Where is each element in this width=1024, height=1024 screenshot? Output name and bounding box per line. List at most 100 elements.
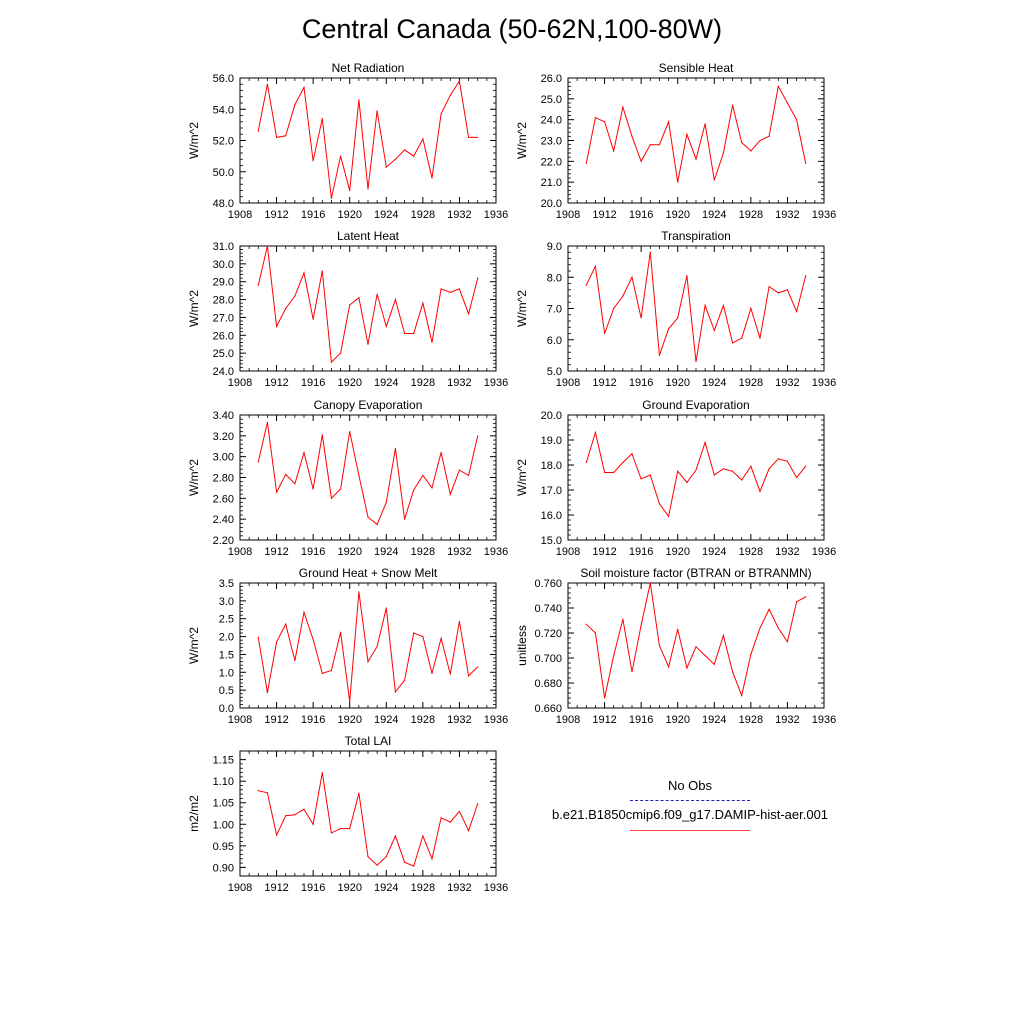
data-point	[686, 133, 688, 135]
y-tick-label: 28.0	[213, 295, 234, 307]
x-tick-label: 1928	[411, 714, 435, 726]
data-point	[367, 188, 369, 190]
data-point	[294, 295, 296, 297]
plot-frame	[239, 582, 497, 709]
y-tick-label: 1.5	[219, 649, 234, 661]
plot-frame	[567, 245, 825, 372]
y-axis-label: unitless	[515, 625, 529, 666]
x-tick-label: 1912	[592, 209, 616, 221]
y-tick-label: 0.0	[219, 703, 234, 715]
chart-panel-8: Soil moisture factor (BTRAN or BTRANMN) u…	[515, 566, 836, 726]
data-point	[257, 461, 259, 463]
data-point	[759, 139, 761, 142]
data-point	[394, 447, 397, 449]
data-point	[777, 627, 779, 629]
data-point	[722, 634, 725, 637]
data-point	[786, 289, 789, 291]
data-point	[677, 317, 679, 319]
data-point	[805, 596, 807, 598]
series-line	[257, 422, 479, 526]
data-point	[731, 671, 734, 673]
data-point	[339, 631, 342, 633]
data-point	[257, 130, 259, 132]
panel-title: Soil moisture factor (BTRAN or BTRANMN)	[580, 566, 811, 580]
y-tick-label: 2.0	[219, 632, 234, 644]
series-line	[585, 430, 807, 518]
y-tick-label: 2.5	[219, 614, 234, 626]
x-tick-label: 1932	[775, 714, 799, 726]
data-point	[367, 343, 369, 345]
data-point	[330, 197, 333, 199]
data-point	[257, 636, 259, 638]
data-point	[413, 632, 415, 634]
data-point	[741, 337, 743, 339]
y-axis-label: m2/m2	[187, 795, 201, 832]
panel-title: Total LAI	[345, 734, 392, 748]
chart-panel-7: Ground Heat + Snow Melt W/m^2 1908 1912 1916…	[187, 566, 508, 726]
x-tick-label: 1920	[665, 714, 689, 726]
x-tick-label: 1928	[411, 882, 435, 894]
y-tick-label: 26.0	[213, 330, 234, 342]
data-point	[458, 80, 461, 82]
data-point	[667, 666, 670, 668]
x-tick-label: 1920	[337, 546, 361, 558]
x-tick-label: 1908	[228, 546, 252, 558]
data-point	[440, 113, 442, 115]
data-point	[750, 465, 752, 467]
data-point	[431, 672, 433, 674]
chart-panel-5: Canopy Evaporation W/m^2 1908 1912 1916 1920 1…	[187, 398, 508, 558]
y-tick-label: 20.0	[541, 198, 562, 210]
x-tick-label: 1908	[228, 377, 252, 389]
data-point	[649, 144, 651, 146]
data-point	[376, 645, 378, 648]
y-tick-label: 24.0	[541, 115, 562, 127]
series-line	[257, 79, 478, 199]
x-tick-label: 1936	[812, 546, 836, 558]
y-tick-label: 0.660	[534, 703, 562, 715]
x-tick-label: 1916	[301, 546, 325, 558]
data-point	[294, 483, 296, 485]
data-point	[422, 302, 424, 304]
x-tick-label: 1936	[812, 714, 836, 726]
data-point	[631, 135, 633, 137]
data-point	[403, 332, 406, 335]
data-point	[603, 697, 606, 699]
data-point	[285, 307, 287, 310]
data-point	[312, 160, 314, 162]
data-point	[376, 293, 378, 295]
data-point	[759, 627, 761, 629]
x-tick-label: 1920	[665, 546, 689, 558]
data-point	[695, 361, 697, 363]
data-point	[750, 150, 752, 152]
data-point	[640, 160, 642, 162]
data-point	[257, 284, 259, 286]
data-point	[622, 295, 624, 297]
data-point	[403, 149, 406, 151]
y-tick-label: 16.0	[541, 510, 562, 522]
data-point	[422, 138, 424, 140]
data-point	[385, 501, 387, 504]
data-point	[631, 276, 633, 278]
x-tick-label: 1924	[374, 209, 398, 221]
plot-frame	[567, 77, 825, 204]
data-point	[339, 155, 342, 157]
data-point	[285, 473, 287, 475]
x-tick-label: 1932	[447, 209, 471, 221]
data-point	[704, 123, 706, 125]
data-point	[321, 270, 323, 272]
data-point	[413, 332, 415, 335]
chart-panel-9: Total LAI m2/m2 1908 1912 1916 1920 1924 1928 19…	[187, 734, 508, 894]
x-tick-label: 1912	[264, 209, 288, 221]
data-point	[613, 150, 615, 152]
data-point	[303, 272, 305, 274]
y-tick-label: 3.0	[219, 596, 234, 608]
x-tick-label: 1936	[484, 546, 508, 558]
x-tick-label: 1920	[665, 209, 689, 221]
data-point	[312, 318, 314, 320]
y-tick-label: 0.95	[213, 841, 234, 853]
y-tick-label: 2.40	[213, 514, 234, 526]
y-tick-label: 2.20	[213, 535, 234, 547]
data-point	[449, 673, 451, 675]
data-point	[686, 481, 688, 484]
